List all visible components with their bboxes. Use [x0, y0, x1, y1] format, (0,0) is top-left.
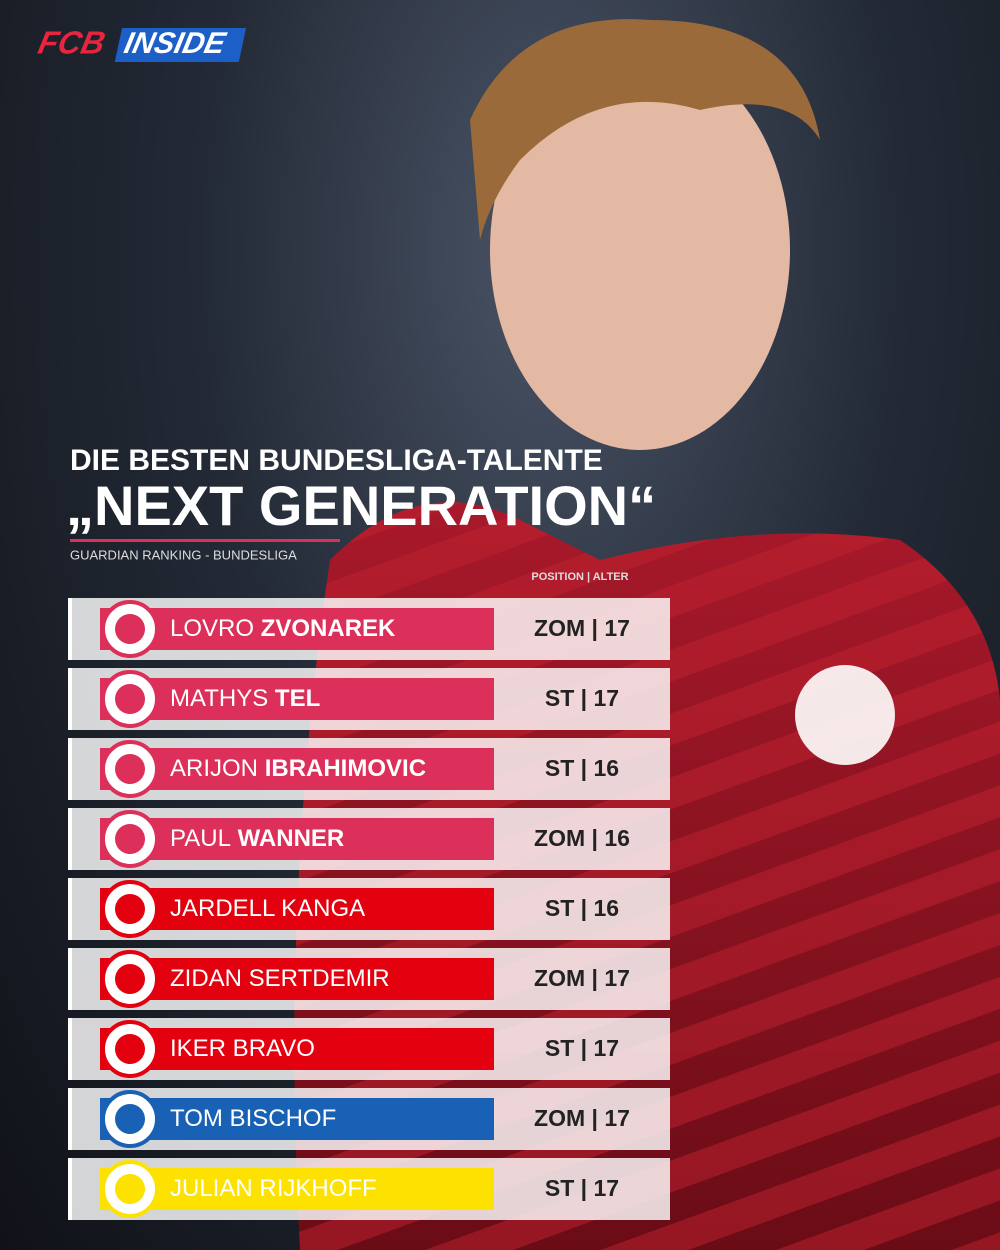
- position-age: ZOM | 17: [534, 1105, 630, 1131]
- player-name: PAUL WANNER: [170, 825, 344, 852]
- player-name: JARDELL KANGA: [170, 895, 365, 922]
- row-edge: [68, 598, 72, 660]
- row: LOVRO ZVONAREK ZOM | 17: [68, 598, 670, 660]
- space: [231, 825, 238, 852]
- position-age: ST | 17: [545, 1035, 619, 1061]
- first-name: JULIAN RIJKHOFF: [170, 1175, 377, 1202]
- name-bar: [100, 1028, 494, 1070]
- first-name: MATHYS: [170, 685, 268, 712]
- row-edge: [68, 1088, 72, 1150]
- club-logo-inner: [115, 964, 145, 994]
- space: [268, 685, 275, 712]
- row-edge: [68, 1158, 72, 1220]
- player-name: JULIAN RIJKHOFF: [170, 1175, 377, 1202]
- title: DIE BESTEN BUNDESLIGA-TALENTE: [70, 444, 603, 477]
- club-logo-inner: [115, 894, 145, 924]
- logo: FCB INSIDE: [35, 25, 247, 62]
- row: JARDELL KANGA ST | 16: [68, 878, 670, 940]
- first-name: LOVRO: [170, 615, 254, 642]
- position-age: ST | 17: [545, 1175, 619, 1201]
- club-logo-inner: [115, 684, 145, 714]
- first-name: ARIJON: [170, 755, 258, 782]
- name-bar: [100, 888, 494, 930]
- row-edge: [68, 668, 72, 730]
- row-edge: [68, 808, 72, 870]
- club-logo-inner: [115, 614, 145, 644]
- first-name: ZIDAN SERTDEMIR: [170, 965, 390, 992]
- position-age: ZOM | 17: [534, 615, 630, 641]
- club-logo-inner: [115, 1174, 145, 1204]
- headline: „NEXT GENERATION“: [66, 474, 656, 537]
- position-age: ZOM | 17: [534, 965, 630, 991]
- jersey-badge: [795, 665, 895, 765]
- row: TOM BISCHOF ZOM | 17: [68, 1088, 670, 1150]
- player-name: ZIDAN SERTDEMIR: [170, 965, 390, 992]
- last-name: TEL: [275, 685, 320, 712]
- player-hair: [470, 19, 820, 241]
- name-bar: [100, 958, 494, 1000]
- ranking: LOVRO ZVONAREK ZOM | 17 MATHYS TEL ST | 17 A…: [68, 598, 670, 1220]
- player-name: MATHYS TEL: [170, 685, 320, 712]
- last-name: ZVONAREK: [261, 615, 396, 642]
- club-logo-inner: [115, 754, 145, 784]
- name-bar: [100, 608, 494, 650]
- position-age: ST | 16: [545, 755, 619, 781]
- first-name: JARDELL KANGA: [170, 895, 365, 922]
- player-name: TOM BISCHOF: [170, 1105, 336, 1132]
- name-bar: [100, 1168, 494, 1210]
- logo-box: [114, 28, 247, 62]
- player-name: IKER BRAVO: [170, 1035, 315, 1062]
- name-bar: [100, 818, 494, 860]
- column-header: POSITION | ALTER: [531, 571, 628, 583]
- logo-fcb: FCB: [35, 25, 108, 61]
- row-edge: [68, 878, 72, 940]
- space: [258, 755, 265, 782]
- logo-inside: INSIDE: [121, 27, 229, 60]
- subtitle: GUARDIAN RANKING - BUNDESLIGA: [70, 547, 297, 562]
- club-logo-inner: [115, 1104, 145, 1134]
- row: ZIDAN SERTDEMIR ZOM | 17: [68, 948, 670, 1010]
- first-name: PAUL: [170, 825, 231, 852]
- player-head: [490, 50, 790, 450]
- name-bar: [100, 1098, 494, 1140]
- row: IKER BRAVO ST | 17: [68, 1018, 670, 1080]
- player-name: ARIJON IBRAHIMOVIC: [170, 755, 426, 782]
- club-logo-inner: [115, 824, 145, 854]
- position-age: ST | 16: [545, 895, 619, 921]
- row-edge: [68, 948, 72, 1010]
- row: MATHYS TEL ST | 17: [68, 668, 670, 730]
- last-name: IBRAHIMOVIC: [265, 755, 426, 782]
- name-bar: [100, 678, 494, 720]
- player-name: LOVRO ZVONAREK: [170, 615, 396, 642]
- last-name: WANNER: [238, 825, 345, 852]
- first-name: TOM BISCHOF: [170, 1105, 336, 1132]
- underline: [70, 539, 340, 542]
- position-age: ST | 17: [545, 685, 619, 711]
- position-age: ZOM | 16: [534, 825, 630, 851]
- name-bar: [100, 748, 494, 790]
- row: JULIAN RIJKHOFF ST | 17: [68, 1158, 670, 1220]
- row-edge: [68, 738, 72, 800]
- space: [254, 615, 261, 642]
- row: ARIJON IBRAHIMOVIC ST | 16: [68, 738, 670, 800]
- row: PAUL WANNER ZOM | 16: [68, 808, 670, 870]
- club-logo-inner: [115, 1034, 145, 1064]
- row-edge: [68, 1018, 72, 1080]
- first-name: IKER BRAVO: [170, 1035, 315, 1062]
